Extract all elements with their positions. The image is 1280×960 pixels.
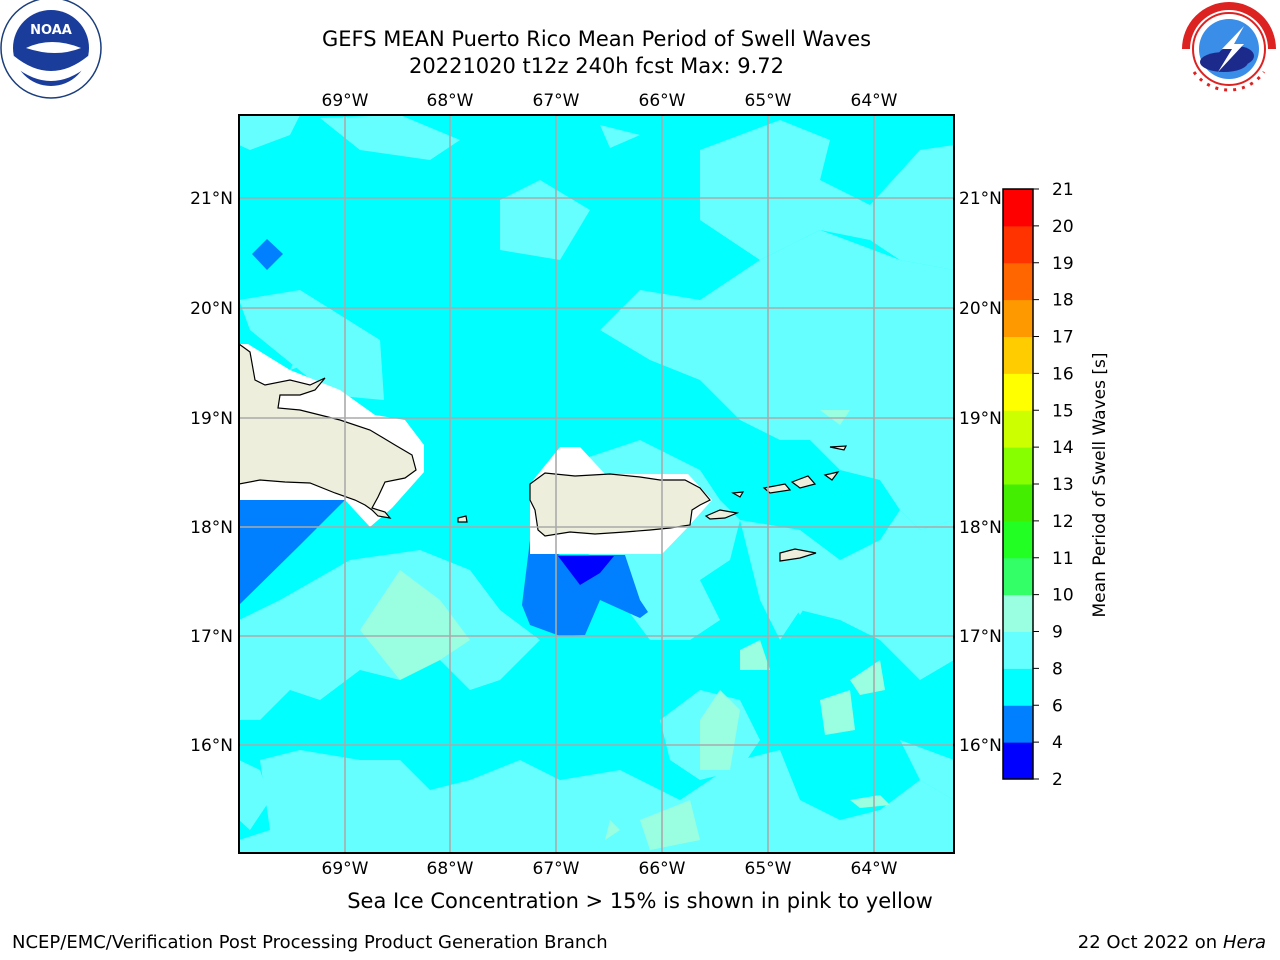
colorbar-tick-label: 4 [1052,733,1063,753]
footer-host: Hera [1222,932,1266,953]
colorbar-tick-label: 16 [1052,364,1074,384]
colorbar-tick-label: 9 [1052,623,1063,643]
lat-labels-left: 21°N 20°N 19°N 18°N 17°N 16°N [190,189,233,756]
lat-label: 18°N [959,518,1002,538]
footer-branch: NCEP/EMC/Verification Post Processing Pr… [12,932,608,953]
sea-ice-caption: Sea Ice Concentration > 15% is shown in … [347,889,933,913]
colorbar-tick-label: 11 [1052,549,1074,569]
colorbar-tick-label: 14 [1052,438,1074,458]
colorbar-segment [1003,410,1033,448]
chart-subtitle: 20221020 t12z 240h fcst Max: 9.72 [409,54,784,78]
colorbar-tick-label: 10 [1052,586,1074,606]
lon-label: 69°W [322,91,369,111]
colorbar-tick-label: 12 [1052,512,1074,532]
colorbar-tick-label: 8 [1052,659,1063,679]
lon-label: 67°W [533,91,580,111]
colorbar-tick-label: 18 [1052,291,1074,311]
colorbar-segment [1003,557,1033,596]
lat-label: 21°N [959,189,1002,209]
lat-label: 21°N [190,189,233,209]
colorbar-segment [1003,189,1033,227]
swell-period-field [239,115,954,853]
graticule [239,115,954,853]
lat-label: 17°N [959,627,1002,647]
lon-label: 66°W [639,91,686,111]
colorbar-segment [1003,336,1033,374]
lat-label: 18°N [190,518,233,538]
noaa-text: NOAA [30,23,72,38]
colorbar-tick-label: 17 [1052,328,1074,348]
colorbar-segment [1003,668,1033,706]
lat-label: 19°N [190,409,233,429]
lon-label: 65°W [745,859,792,879]
colorbar-segment [1003,594,1033,632]
lat-label: 17°N [190,627,233,647]
lon-label: 67°W [533,859,580,879]
contour-9-10s [360,410,890,850]
lon-label: 68°W [427,91,474,111]
colorbar-segment [1003,262,1033,301]
lat-label: 19°N [959,409,1002,429]
colorbar-tick-label: 21 [1052,180,1074,200]
lon-label: 64°W [851,91,898,111]
colorbar-segment [1003,225,1033,264]
colorbar-tick-label: 20 [1052,217,1074,237]
colorbar-segment [1003,705,1033,743]
colorbar-segment [1003,299,1033,337]
lon-label: 64°W [851,859,898,879]
colorbar-segment [1003,520,1033,559]
colorbar-segment [1003,631,1033,669]
footer-date: 22 Oct 2022 on Hera [1077,932,1266,953]
lon-label: 65°W [745,91,792,111]
chart-title: GEFS MEAN Puerto Rico Mean Period of Swe… [321,27,872,51]
lon-labels-bottom: 69°W 68°W 67°W 66°W 65°W 64°W [322,859,898,879]
colorbar-segment [1003,447,1033,485]
lat-label: 16°N [959,736,1002,756]
lat-label: 20°N [190,299,233,319]
lat-labels-right: 21°N 20°N 19°N 18°N 17°N 16°N [959,189,1002,756]
lon-label: 66°W [639,859,686,879]
colorbar-tick-label: 15 [1052,401,1074,421]
lat-label: 16°N [190,736,233,756]
lon-label: 69°W [322,859,369,879]
colorbar-tick-label: 13 [1052,475,1074,495]
colorbar-tick-label: 2 [1052,770,1063,790]
noaa-logo: NOAA [0,0,102,99]
colorbar-segment [1003,484,1033,522]
lon-labels-top: 69°W 68°W 67°W 66°W 65°W 64°W [322,91,898,111]
map-frame [238,114,955,854]
colorbar-tick-label: 6 [1052,696,1063,716]
lat-label: 20°N [959,299,1002,319]
colorbar-label: Mean Period of Swell Waves [s] [1090,353,1110,618]
colorbar-segment [1003,742,1033,780]
land [239,343,848,562]
nws-logo [1179,0,1279,99]
contour-2-4s [558,556,614,585]
colorbar-tick-label: 19 [1052,254,1074,274]
lon-label: 68°W [427,859,474,879]
colorbar-segment [1003,373,1033,411]
colorbar: 2 4 6 8 9 10 11 12 13 14 15 16 17 18 19 20 21 [1002,180,1074,790]
